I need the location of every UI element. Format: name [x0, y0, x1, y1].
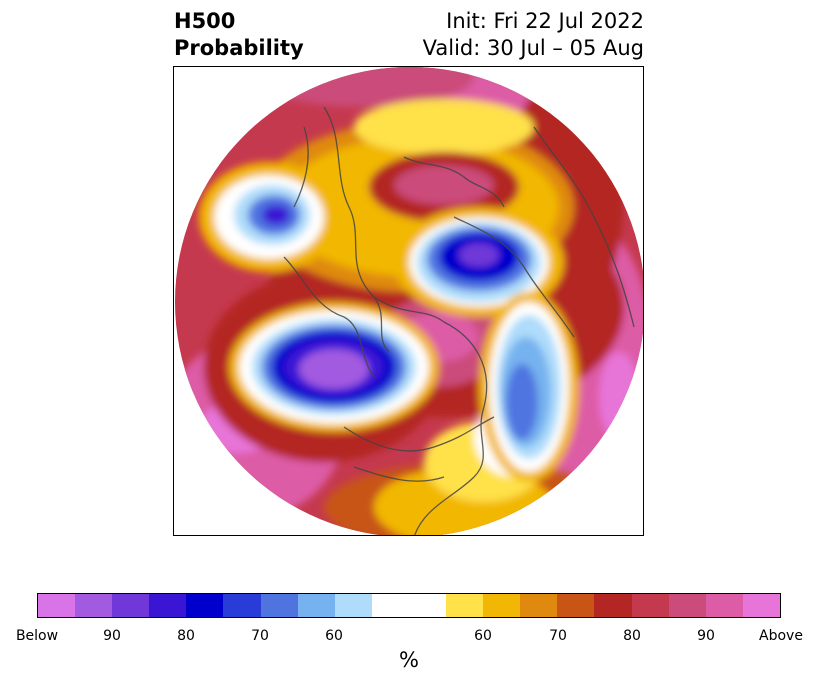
colorbar-segment — [705, 594, 743, 617]
colorbar-segment — [260, 594, 298, 617]
title-line-metric: Probability — [174, 36, 304, 60]
colorbar-segment — [371, 594, 409, 617]
colorbar-segment — [38, 594, 76, 617]
colorbar-segment — [149, 594, 187, 617]
colorbar-segment — [112, 594, 150, 617]
colorbar-segment — [223, 594, 261, 617]
colorbar — [37, 593, 781, 618]
valid-date-range: Valid: 30 Jul – 05 Aug — [422, 36, 644, 60]
map-title: H500 Probability — [174, 8, 304, 62]
colorbar-segment — [594, 594, 632, 617]
probability-field — [175, 67, 643, 535]
colorbar-tick-label: Above — [759, 628, 803, 644]
colorbar-tick-label: 60 — [325, 628, 343, 644]
colorbar-segment — [520, 594, 558, 617]
polar-map — [173, 66, 644, 536]
title-line-variable: H500 — [174, 9, 236, 33]
colorbar-tick-label: 70 — [549, 628, 567, 644]
colorbar-segment — [631, 594, 669, 617]
colorbar-segment — [408, 594, 447, 617]
colorbar-tick-label: 70 — [251, 628, 269, 644]
colorbar-tick-label: 80 — [623, 628, 641, 644]
colorbar-segment — [297, 594, 335, 617]
colorbar-tick-label: Below — [15, 628, 59, 644]
colorbar-segment — [557, 594, 595, 617]
colorbar-unit: % — [399, 648, 419, 672]
colorbar-segment — [186, 594, 224, 617]
probability-map-svg — [175, 67, 643, 535]
init-date: Init: Fri 22 Jul 2022 — [446, 9, 644, 33]
colorbar-tick-label: 80 — [177, 628, 195, 644]
colorbar-segment — [668, 594, 706, 617]
map-dates: Init: Fri 22 Jul 2022 Valid: 30 Jul – 05… — [423, 8, 644, 62]
coastlines — [283, 106, 635, 535]
colorbar-tick-label: 60 — [474, 628, 492, 644]
colorbar-tick-label: 90 — [103, 628, 121, 644]
colorbar-segment — [75, 594, 113, 617]
colorbar-segment — [483, 594, 521, 617]
colorbar-segment — [446, 594, 484, 617]
colorbar-segment — [334, 594, 372, 617]
colorbar-segment — [742, 594, 780, 617]
colorbar-tick-label: 90 — [697, 628, 715, 644]
